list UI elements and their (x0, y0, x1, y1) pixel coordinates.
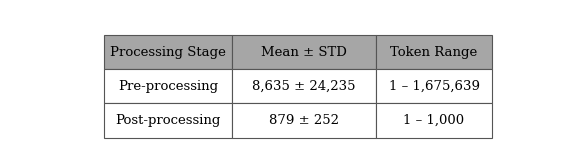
Bar (376, 103, 492, 137)
Text: Post-processing: Post-processing (116, 114, 221, 127)
Bar (232, 103, 376, 137)
Text: Processing Stage: Processing Stage (111, 46, 226, 59)
Bar (376, 69, 492, 103)
Bar (232, 69, 376, 103)
Bar (104, 69, 232, 103)
Text: 1 – 1,675,639: 1 – 1,675,639 (389, 80, 480, 93)
Bar (104, 35, 232, 69)
Text: Mean ± STD: Mean ± STD (261, 46, 347, 59)
Text: Token Range: Token Range (391, 46, 478, 59)
Text: 8,635 ± 24,235: 8,635 ± 24,235 (253, 80, 356, 93)
Text: 879 ± 252: 879 ± 252 (269, 114, 339, 127)
Bar (376, 35, 492, 69)
Bar (232, 35, 376, 69)
Text: 1 – 1,000: 1 – 1,000 (403, 114, 464, 127)
Text: Pre-processing: Pre-processing (118, 80, 218, 93)
Bar (104, 103, 232, 137)
